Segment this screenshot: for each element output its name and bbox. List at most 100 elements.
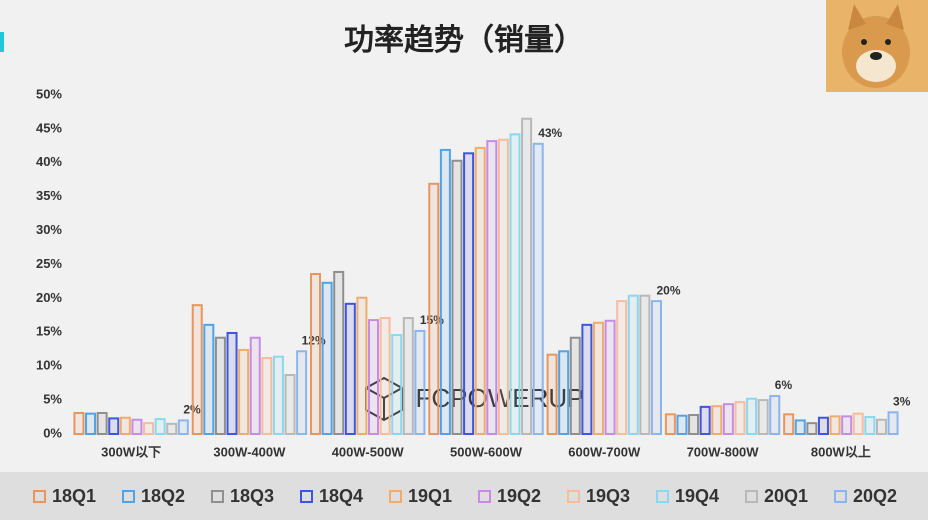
bar [474,146,486,435]
x-tick-label: 300W-400W [213,444,286,459]
legend-swatch [389,490,402,503]
bar [284,374,296,436]
bar [166,422,178,435]
bar [817,416,829,435]
y-tick-label: 40% [36,154,62,169]
y-tick-label: 20% [36,290,62,305]
bar [734,401,746,436]
bar [428,182,440,435]
bar [73,411,85,435]
bar [154,418,166,436]
x-tick-label: 400W-500W [332,444,405,459]
bar [486,140,498,435]
bar [604,319,616,435]
bar [794,419,806,436]
bar [379,317,391,436]
bar [131,418,143,435]
y-tick-label: 30% [36,222,62,237]
data-label: 43% [538,126,562,140]
edge-accent [0,32,4,52]
legend-swatch [656,490,669,503]
bar [864,416,876,435]
bar [214,336,226,435]
data-label: 20% [656,283,680,297]
legend-label: 18Q2 [141,486,185,506]
bar [321,281,333,435]
legend-label: 19Q4 [675,486,719,506]
legend-label: 19Q2 [497,486,541,506]
bar [203,323,215,436]
y-tick-label: 5% [43,392,62,407]
chart-title: 功率趋势（销量） [344,23,584,57]
legend-swatch [33,490,46,503]
bar [96,411,108,435]
bar [272,355,284,436]
legend-label: 19Q3 [586,486,630,506]
bar [722,403,734,435]
bar [852,412,864,436]
legend-swatch [122,490,135,503]
bar [875,418,887,435]
x-tick-label: 600W-700W [568,444,641,459]
bar [746,397,758,435]
bar [783,413,795,436]
bar [368,319,380,436]
legend-swatch [834,490,847,503]
bar [806,422,818,436]
bar [711,405,723,435]
bar [296,350,308,435]
y-tick-label: 35% [36,188,62,203]
bar [558,350,570,435]
bar [699,405,711,436]
y-tick-label: 45% [36,120,62,135]
bar [616,300,628,435]
bar [841,415,853,436]
bar [521,117,533,435]
y-tick-label: 15% [36,324,62,339]
bar [391,334,403,435]
bar [887,411,899,435]
x-tick-label: 500W-600W [450,444,523,459]
bar [191,304,203,435]
bar [532,142,544,435]
bar [650,300,662,435]
bar [581,323,593,436]
bar [344,302,356,435]
bar [664,413,676,436]
legend-label: 18Q3 [230,486,274,506]
y-tick-label: 10% [36,358,62,373]
legend-swatch [211,490,224,503]
bar [85,412,97,436]
bar [402,317,414,436]
bar [463,152,475,435]
bar [119,416,131,435]
legend-swatch [300,490,313,503]
bar [509,133,521,435]
bar [676,414,688,435]
legend-label: 18Q4 [319,486,363,506]
bar [627,294,639,435]
bar [238,348,250,436]
bar [546,353,558,436]
bar [451,159,463,436]
x-tick-label: 700W-800W [687,444,760,459]
bar [569,336,581,435]
legend-label: 20Q1 [764,486,808,506]
data-label: 6% [775,378,793,392]
bar [356,296,368,435]
bar [414,329,426,435]
bar [226,331,238,435]
legend-band [0,472,928,520]
legend-label: 20Q2 [853,486,897,506]
bar [333,270,345,436]
bar [249,336,261,435]
x-tick-label: 800W以上 [811,444,871,459]
bar [829,415,841,436]
bar [592,321,604,436]
legend-label: 19Q1 [408,486,452,506]
bar [497,138,509,436]
bar [261,357,273,435]
y-tick-label: 25% [36,256,62,271]
bar [177,419,189,436]
